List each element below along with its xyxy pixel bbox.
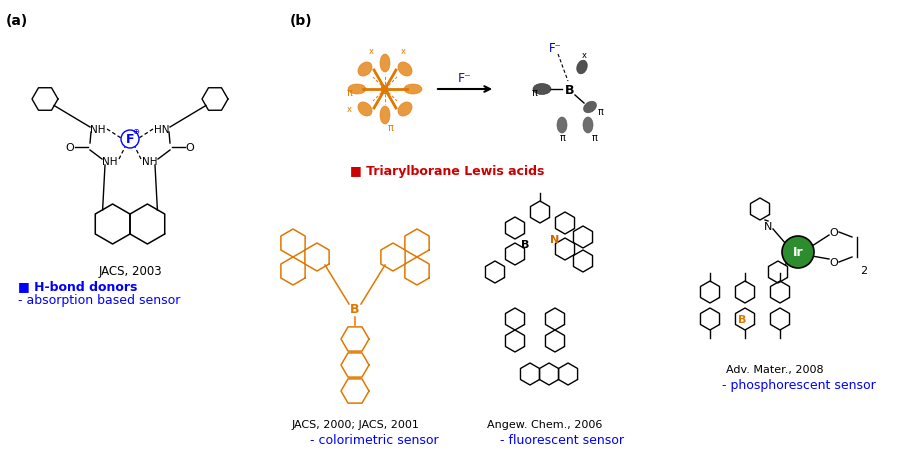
Text: π: π — [532, 88, 538, 98]
Text: (a): (a) — [6, 14, 28, 28]
Text: π: π — [388, 123, 394, 133]
Ellipse shape — [584, 102, 596, 113]
Text: 2: 2 — [860, 265, 867, 275]
Text: B: B — [380, 83, 390, 96]
Text: O: O — [830, 258, 839, 268]
Text: Ir: Ir — [793, 246, 804, 259]
Text: F: F — [126, 133, 134, 146]
Ellipse shape — [380, 55, 390, 73]
Text: B: B — [521, 239, 529, 249]
Text: NH: NH — [102, 157, 118, 167]
Ellipse shape — [358, 63, 372, 77]
Text: JACS, 2000; JACS, 2001: JACS, 2000; JACS, 2001 — [291, 419, 419, 429]
Text: x: x — [369, 47, 374, 56]
Text: - colorimetric sensor: - colorimetric sensor — [310, 433, 438, 446]
Text: HN: HN — [154, 125, 170, 135]
Text: N: N — [764, 222, 772, 232]
Ellipse shape — [577, 61, 587, 75]
Text: JACS, 2003: JACS, 2003 — [98, 264, 162, 278]
Text: NH: NH — [91, 125, 106, 135]
Text: - absorption based sensor: - absorption based sensor — [18, 293, 180, 306]
Text: π: π — [347, 88, 353, 98]
Text: O: O — [186, 143, 194, 153]
Text: Angew. Chem., 2006: Angew. Chem., 2006 — [488, 419, 603, 429]
Text: N: N — [550, 234, 559, 244]
Text: x: x — [401, 47, 406, 56]
Ellipse shape — [398, 63, 412, 77]
Text: x: x — [347, 105, 352, 114]
Text: x: x — [582, 51, 587, 59]
Text: ⊕: ⊕ — [133, 127, 139, 136]
Ellipse shape — [348, 85, 366, 95]
Ellipse shape — [398, 103, 412, 117]
Ellipse shape — [533, 84, 551, 95]
Ellipse shape — [557, 118, 567, 134]
Ellipse shape — [404, 85, 422, 95]
Text: B: B — [738, 314, 746, 324]
Text: Adv. Mater., 2008: Adv. Mater., 2008 — [726, 364, 823, 374]
Text: F⁻: F⁻ — [458, 71, 471, 84]
Text: B: B — [350, 303, 360, 316]
Text: π: π — [598, 107, 603, 117]
Text: - fluorescent sensor: - fluorescent sensor — [500, 433, 624, 446]
Text: - phosphorescent sensor: - phosphorescent sensor — [722, 378, 876, 391]
Text: NH: NH — [142, 157, 158, 167]
Text: π: π — [560, 133, 566, 143]
Text: ■ Triarylborane Lewis acids: ■ Triarylborane Lewis acids — [350, 165, 544, 177]
Text: F⁻: F⁻ — [549, 41, 561, 55]
Ellipse shape — [583, 118, 593, 134]
Ellipse shape — [380, 107, 390, 125]
Text: ■ H-bond donors: ■ H-bond donors — [18, 279, 137, 293]
Text: (b): (b) — [290, 14, 313, 28]
Text: O: O — [830, 228, 839, 238]
Circle shape — [782, 237, 814, 268]
Text: π: π — [592, 133, 598, 143]
Ellipse shape — [358, 103, 372, 117]
Text: O: O — [66, 143, 75, 153]
Text: B: B — [565, 83, 575, 96]
